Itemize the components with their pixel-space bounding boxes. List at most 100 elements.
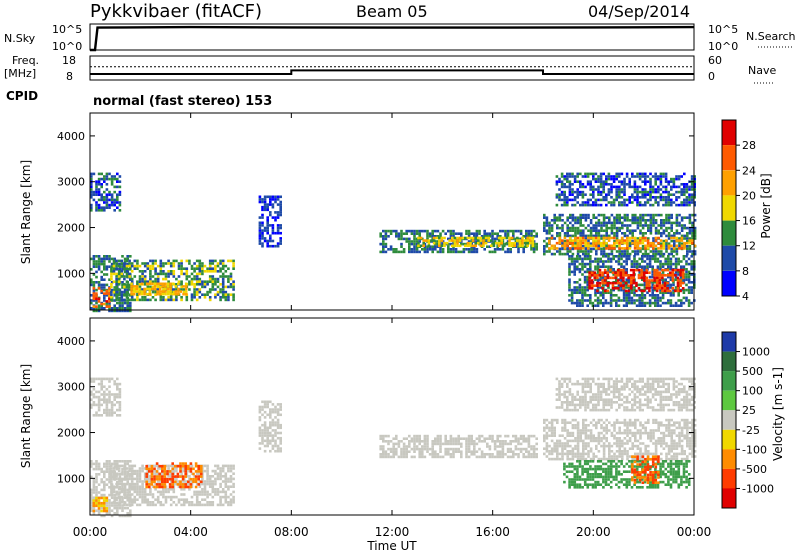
scatter-region [92, 287, 111, 308]
colorbar-tick-label: -1000 [742, 482, 774, 495]
freq-right-label: Nave [748, 64, 776, 77]
time-x-axis: 00:00 04:00 08:00 12:00 16:00 20:00 00:00 [73, 113, 712, 539]
freq-panel-frame [89, 55, 695, 81]
x-tick-label: 20:00 [576, 525, 611, 539]
power-heatmap [90, 172, 697, 313]
colorbar-tick-label: 4 [742, 290, 749, 303]
scatter-region [588, 268, 685, 293]
freq-right-tick-top: 60 [708, 54, 722, 67]
colorbar-segment [722, 332, 736, 352]
freq-line [90, 69, 694, 75]
colorbar-segment [722, 410, 736, 430]
scatter-region [258, 195, 282, 248]
colorbar-segment [722, 371, 736, 391]
scatter-region [555, 172, 696, 207]
x-tick-label: 16:00 [475, 525, 510, 539]
x-tick-label: 00:00 [73, 525, 108, 539]
velocity-colorbar: 1000 500 100 25 -25 -100 -500 -1000 [721, 331, 774, 509]
scatter-region [110, 259, 235, 302]
colorbar-segment [722, 390, 736, 411]
power-ylabel: Slant Range [km] [19, 160, 33, 264]
scatter-region [90, 172, 122, 212]
colorbar-segment [722, 195, 736, 221]
scatter-region [130, 282, 188, 296]
cpid-label: CPID [6, 89, 38, 103]
velocity-colorbar-label: Velocity [m s-1] [771, 367, 785, 461]
scatter-region [92, 496, 109, 513]
colorbar-tick-label: -500 [742, 463, 767, 476]
colorbar-segment [722, 220, 736, 246]
y-tick-label: 4000 [57, 335, 85, 348]
colorbar-segment [722, 351, 736, 372]
colorbar-tick-label: 100 [742, 385, 763, 398]
noise-tick-top-left: 10^5 [52, 23, 82, 36]
scatter-region [543, 418, 697, 461]
colorbar-segment [722, 270, 736, 296]
x-tick-label: 00:00 [677, 525, 712, 539]
colorbar-segment [722, 145, 736, 171]
noise-sky-line [90, 25, 695, 52]
colorbar-segment [722, 468, 736, 489]
colorbar-tick-label: -100 [742, 443, 767, 456]
freq-left-tick-top: 18 [62, 54, 76, 67]
scatter-region [548, 236, 697, 250]
y-tick-label: 1000 [57, 472, 85, 485]
colorbar-tick-label: 28 [742, 139, 756, 152]
scatter-region [563, 460, 691, 489]
colorbar-tick-label: 1000 [742, 346, 770, 359]
y-tick-label: 3000 [57, 381, 85, 394]
scatter-region [145, 462, 203, 489]
colorbar-tick-label: -25 [742, 424, 760, 437]
noise-tick-top-right: 10^5 [708, 23, 738, 36]
beam-title: Beam 05 [356, 2, 428, 21]
colorbar-segment [722, 245, 736, 271]
scatter-region [631, 455, 660, 484]
scatter-region [258, 400, 282, 453]
colorbar-frame [721, 331, 737, 509]
velocity-heatmap [90, 377, 697, 518]
date-title: 04/Sep/2014 [588, 2, 690, 21]
colorbar-segment [722, 170, 736, 196]
colorbar-segment [722, 120, 736, 146]
x-tick-label: 08:00 [274, 525, 309, 539]
power-colorbar-label: Power [dB] [759, 173, 773, 238]
cpid-text: normal (fast stereo) 153 [93, 94, 272, 109]
noise-right-label: N.Search [746, 30, 796, 43]
freq-left-label-2: [MHz] [4, 67, 36, 80]
freq-right-tick-bottom: 0 [708, 70, 715, 83]
colorbar-tick-label: 16 [742, 215, 756, 228]
y-tick-label: 3000 [57, 176, 85, 189]
colorbar-segment [722, 449, 736, 469]
x-tick-label: 04:00 [173, 525, 208, 539]
colorbar-tick-label: 25 [742, 404, 756, 417]
colorbar-tick-label: 8 [742, 265, 749, 278]
y-tick-label: 2000 [57, 222, 85, 235]
power-colorbar: 28 24 20 16 12 8 4 [721, 119, 756, 303]
y-tick-label: 1000 [57, 267, 85, 280]
noise-tick-bottom-left: 10^0 [52, 40, 82, 53]
x-tick-label: 12:00 [375, 525, 410, 539]
scatter-region [417, 236, 535, 248]
colorbar-tick-label: 20 [742, 189, 756, 202]
noise-left-label: N.Sky [4, 32, 36, 45]
y-tick-label: 4000 [57, 130, 85, 143]
velocity-y-axis: 1000 2000 3000 4000 [57, 335, 694, 485]
colorbar-tick-label: 500 [742, 365, 763, 378]
freq-left-tick-bottom: 8 [66, 70, 73, 83]
scatter-region [379, 434, 538, 459]
scatter-region [90, 377, 122, 417]
colorbar-tick-label: 24 [742, 164, 756, 177]
freq-left-label-1: Freq. [12, 54, 39, 67]
x-axis-label: Time UT [366, 539, 417, 553]
colorbar-segment [722, 488, 736, 508]
colorbar-frame [721, 119, 737, 297]
colorbar-tick-label: 12 [742, 240, 756, 253]
power-y-axis: 1000 2000 3000 4000 [57, 130, 694, 280]
scatter-region [555, 377, 696, 412]
velocity-ylabel: Slant Range [km] [19, 364, 33, 468]
station-title: Pykkvibaer (fitACF) [90, 1, 262, 22]
colorbar-segment [722, 429, 736, 450]
y-tick-label: 2000 [57, 427, 85, 440]
noise-panel-frame [89, 23, 695, 51]
